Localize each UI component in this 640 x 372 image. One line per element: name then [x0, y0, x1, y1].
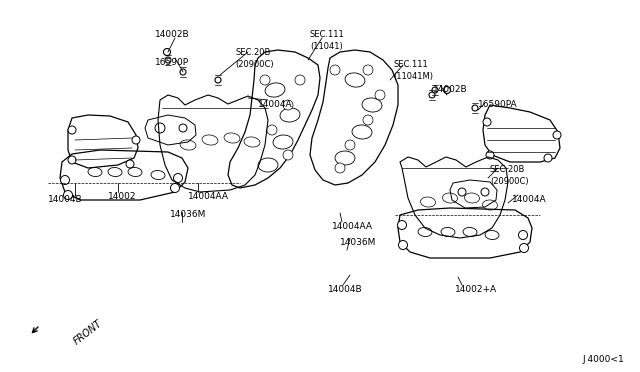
- Text: 14004AA: 14004AA: [188, 192, 229, 201]
- Text: 14004A: 14004A: [512, 195, 547, 204]
- Circle shape: [260, 75, 270, 85]
- Circle shape: [544, 154, 552, 162]
- Text: 14002+A: 14002+A: [455, 285, 497, 294]
- Circle shape: [481, 188, 489, 196]
- Circle shape: [518, 231, 527, 240]
- Circle shape: [173, 173, 182, 183]
- Text: 14002B: 14002B: [155, 30, 189, 39]
- Circle shape: [397, 221, 406, 230]
- Text: SEC.111: SEC.111: [310, 30, 345, 39]
- Circle shape: [283, 100, 293, 110]
- Text: 14002B: 14002B: [433, 85, 468, 94]
- Circle shape: [363, 115, 373, 125]
- Text: SEC.111: SEC.111: [393, 60, 428, 69]
- Text: J 4000<1: J 4000<1: [582, 355, 624, 364]
- Circle shape: [553, 131, 561, 139]
- Circle shape: [295, 75, 305, 85]
- Circle shape: [345, 140, 355, 150]
- Circle shape: [283, 150, 293, 160]
- Circle shape: [375, 90, 385, 100]
- Text: FRONT: FRONT: [72, 318, 104, 346]
- Circle shape: [399, 241, 408, 250]
- Circle shape: [180, 69, 186, 75]
- Circle shape: [267, 125, 277, 135]
- Circle shape: [61, 176, 70, 185]
- Text: 14002: 14002: [108, 192, 136, 201]
- Circle shape: [126, 160, 134, 168]
- Text: SEC.20B: SEC.20B: [235, 48, 270, 57]
- Text: 14004A: 14004A: [258, 100, 292, 109]
- Text: 16590P: 16590P: [155, 58, 189, 67]
- Text: (11041M): (11041M): [393, 72, 433, 81]
- Circle shape: [335, 163, 345, 173]
- Circle shape: [179, 124, 187, 132]
- Circle shape: [215, 77, 221, 83]
- Circle shape: [520, 244, 529, 253]
- Circle shape: [486, 151, 494, 159]
- Circle shape: [68, 156, 76, 164]
- Circle shape: [68, 126, 76, 134]
- Circle shape: [132, 136, 140, 144]
- Text: 14004AA: 14004AA: [332, 222, 373, 231]
- Text: 14036M: 14036M: [170, 210, 206, 219]
- Circle shape: [155, 123, 165, 133]
- Text: 14004B: 14004B: [328, 285, 363, 294]
- Text: 14036M: 14036M: [340, 238, 376, 247]
- Circle shape: [458, 188, 466, 196]
- Circle shape: [170, 183, 179, 192]
- Text: 14004B: 14004B: [48, 195, 83, 204]
- Circle shape: [163, 48, 170, 55]
- Text: SEC.20B: SEC.20B: [490, 165, 525, 174]
- Circle shape: [63, 190, 72, 199]
- Circle shape: [432, 87, 438, 93]
- Circle shape: [444, 87, 451, 93]
- Text: (20900C): (20900C): [490, 177, 529, 186]
- Text: (11041): (11041): [310, 42, 343, 51]
- Circle shape: [483, 118, 491, 126]
- Circle shape: [363, 65, 373, 75]
- Text: 16590PA: 16590PA: [478, 100, 518, 109]
- Circle shape: [330, 65, 340, 75]
- Circle shape: [429, 92, 435, 98]
- Circle shape: [165, 57, 171, 63]
- Text: (20900C): (20900C): [235, 60, 274, 69]
- Circle shape: [472, 105, 478, 111]
